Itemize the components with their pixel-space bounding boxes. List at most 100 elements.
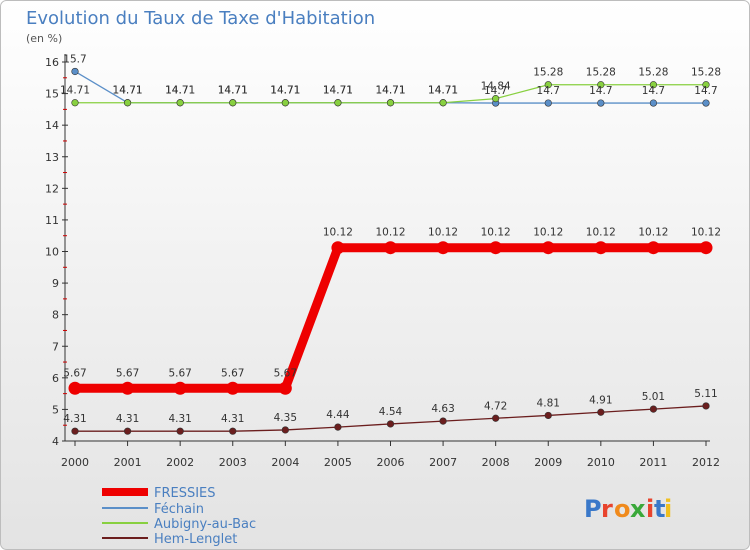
- data-label: 14.71: [113, 85, 143, 97]
- data-point: [278, 381, 292, 395]
- data-point: [331, 241, 345, 255]
- data-label: 14.71: [323, 85, 353, 97]
- data-label: 14.71: [218, 85, 248, 97]
- data-point: [123, 427, 132, 435]
- data-label: 4.31: [168, 413, 191, 425]
- data-point: [71, 427, 79, 435]
- data-label: 4.31: [221, 413, 244, 425]
- data-point: [68, 381, 82, 395]
- data-point: [597, 408, 605, 416]
- data-point: [229, 99, 237, 107]
- y-tick-label: 12: [45, 182, 59, 195]
- data-point: [597, 99, 605, 107]
- data-point: [649, 99, 658, 107]
- data-label: 5.11: [694, 388, 717, 400]
- x-tick-label: 2003: [219, 456, 247, 469]
- data-point: [439, 99, 447, 107]
- y-tick-label: 15: [45, 88, 59, 101]
- data-point: [699, 241, 713, 255]
- data-point: [71, 67, 79, 76]
- data-label: 14.71: [113, 85, 143, 97]
- chart-title: Evolution du Taux de Taxe d'Habitation: [26, 8, 375, 29]
- data-label: 10.12: [481, 227, 511, 239]
- data-point: [541, 241, 555, 255]
- logo-letter: r: [601, 495, 613, 523]
- x-tick-label: 2000: [61, 456, 89, 469]
- x-tick-label: 2004: [271, 456, 299, 469]
- data-label: 14.71: [165, 85, 195, 97]
- data-label: 10.12: [586, 227, 616, 239]
- data-point: [492, 95, 500, 103]
- data-point: [597, 81, 605, 89]
- y-tick-label: 16: [45, 56, 59, 69]
- data-point: [649, 81, 658, 89]
- y-axis-label: (en %): [26, 32, 62, 45]
- y-tick-label: 8: [52, 309, 59, 322]
- data-label: 10.12: [375, 227, 405, 239]
- logo-letter: x: [630, 495, 646, 523]
- data-label: 5.67: [168, 367, 191, 379]
- data-point: [386, 420, 395, 428]
- data-label: 4.54: [379, 406, 403, 418]
- y-tick-label: 13: [45, 151, 59, 164]
- data-label: 14.71: [375, 85, 405, 97]
- legend-label: Féchain: [154, 502, 204, 517]
- data-point: [544, 99, 552, 107]
- x-tick-label: 2007: [429, 456, 457, 469]
- data-point: [229, 427, 237, 435]
- data-label: 15.7: [63, 53, 86, 65]
- y-tick-label: 5: [52, 403, 59, 416]
- data-label: 4.91: [589, 394, 612, 406]
- data-label: 14.7: [537, 85, 560, 97]
- axes: 4 5 6 7 8 9 10 11 12 13 14 15 16 2000 2001 2002 2003 2004…: [45, 54, 720, 469]
- data-point: [173, 381, 187, 395]
- data-label: 14.7: [484, 85, 507, 97]
- data-point: [334, 423, 342, 431]
- data-label: 15.28: [533, 67, 563, 79]
- data-label: 5.67: [63, 367, 86, 379]
- data-point: [121, 381, 135, 395]
- data-point: [123, 99, 132, 107]
- data-label: 15.28: [586, 67, 616, 79]
- data-label: 4.72: [484, 400, 507, 412]
- data-label: 4.35: [274, 412, 297, 424]
- y-tick-label: 11: [45, 214, 59, 227]
- data-point: [436, 241, 450, 255]
- data-label: 14.71: [375, 85, 405, 97]
- data-label: 14.71: [323, 85, 353, 97]
- y-tick-label: 6: [52, 372, 59, 385]
- data-point: [649, 405, 658, 413]
- logo-letter: i: [646, 495, 654, 523]
- data-label: 10.12: [428, 227, 458, 239]
- data-point: [71, 99, 79, 107]
- y-tick-label: 10: [45, 246, 59, 259]
- logo-letter: i: [664, 495, 672, 523]
- y-tick-label: 7: [52, 340, 59, 353]
- data-point: [384, 241, 397, 255]
- logo-letter: P: [584, 495, 602, 523]
- legend-label: Aubigny-au-Bac: [154, 517, 256, 532]
- data-point: [176, 427, 184, 435]
- data-point: [176, 99, 184, 107]
- data-label: 5.67: [274, 367, 297, 379]
- data-label: 14.7: [642, 85, 665, 97]
- x-tick-label: 2006: [377, 456, 405, 469]
- data-point: [281, 426, 289, 434]
- data-label: 10.12: [533, 227, 563, 239]
- data-point: [334, 99, 342, 107]
- data-point: [646, 241, 660, 255]
- legend-label: Hem-Lenglet: [154, 532, 237, 547]
- x-tick-label: 2005: [324, 456, 352, 469]
- data-point: [544, 411, 552, 420]
- data-point: [439, 417, 447, 425]
- x-tick-label: 2012: [692, 456, 720, 469]
- data-point: [386, 99, 395, 107]
- x-tick-label: 2009: [534, 456, 562, 469]
- y-tick-label: 9: [52, 277, 59, 290]
- data-label: 4.44: [326, 409, 350, 421]
- data-label: 14.71: [270, 85, 300, 97]
- data-label: 14.71: [165, 85, 195, 97]
